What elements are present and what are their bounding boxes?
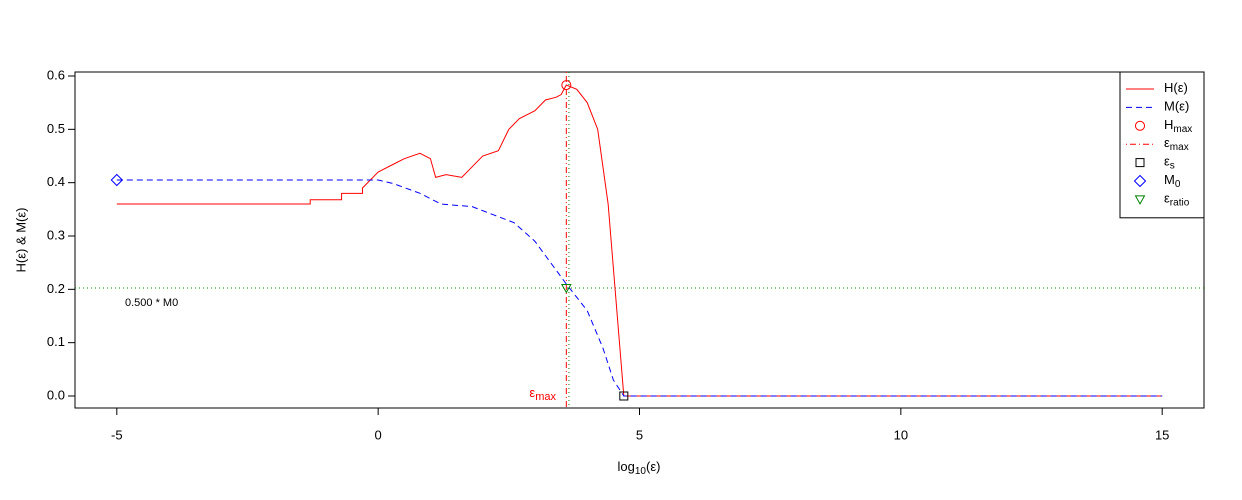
legend-name: H	[1164, 117, 1173, 132]
y-axis-label: H(ε) & M(ε)	[13, 207, 28, 272]
legend-item: Hmax	[1135, 117, 1192, 134]
marker	[1135, 120, 1145, 131]
legend-label: εs	[1164, 154, 1175, 171]
legend-item: εmax	[1126, 136, 1189, 153]
legend-label: Hmax	[1164, 117, 1192, 134]
legend-name: ε	[1164, 191, 1170, 206]
legend-sub: ratio	[1170, 197, 1190, 208]
x-tick-label: -5	[111, 427, 123, 442]
annotation: εmax	[529, 385, 556, 402]
legend-label: H(ε)	[1164, 80, 1188, 95]
legend-name: ε	[1164, 136, 1170, 151]
annotation: 0.500 * M0	[125, 297, 178, 309]
legend-label: M0	[1164, 172, 1181, 189]
legend-name: M(ε)	[1164, 99, 1189, 114]
legend-sub: 0	[1175, 179, 1181, 190]
marker	[1133, 174, 1147, 188]
legend-item: M(ε)	[1126, 99, 1189, 114]
x-tick-label: 5	[636, 427, 643, 442]
y-tick-label: 0.4	[47, 174, 65, 189]
series-line	[116, 84, 1163, 397]
marker	[619, 391, 629, 401]
legend-name: ε	[1164, 154, 1170, 169]
x-label-tail: (ε)	[646, 459, 660, 474]
legend-name: M	[1164, 172, 1175, 187]
x-tick-label: 10	[894, 427, 908, 442]
legend-box	[1119, 71, 1205, 219]
marker	[560, 284, 572, 294]
x-axis-label: log10(ε)	[618, 459, 661, 476]
legend-item: εratio	[1134, 191, 1190, 208]
x-label-sub: 10	[635, 466, 647, 477]
y-tick-label: 0.5	[47, 121, 65, 136]
marker	[1134, 195, 1146, 205]
legend-sub: max	[1173, 123, 1192, 134]
legend-sub: s	[1170, 160, 1175, 171]
annotation-base: ε	[529, 385, 535, 400]
marker	[1135, 158, 1145, 168]
legend-label: εratio	[1164, 191, 1190, 208]
legend-item: εs	[1135, 154, 1175, 171]
legend-item: M0	[1133, 172, 1181, 190]
y-tick-label: 0.2	[47, 281, 65, 296]
legend-label: M(ε)	[1164, 99, 1189, 114]
x-tick-label: 15	[1155, 427, 1169, 442]
marker	[110, 173, 124, 187]
annotation-sub: max	[535, 391, 556, 403]
y-tick-label: 0.1	[47, 334, 65, 349]
x-label-base: log	[618, 459, 635, 474]
legend-name: H(ε)	[1164, 80, 1188, 95]
x-tick-label: 0	[375, 427, 382, 442]
plot-frame	[74, 71, 1205, 409]
series-line	[116, 179, 1163, 397]
legend-sub: max	[1170, 142, 1189, 153]
legend-item: H(ε)	[1126, 80, 1188, 95]
y-tick-label: 0.6	[47, 67, 65, 82]
y-tick-label: 0.0	[47, 387, 65, 402]
legend-label: εmax	[1164, 136, 1189, 153]
y-tick-label: 0.3	[47, 227, 65, 242]
